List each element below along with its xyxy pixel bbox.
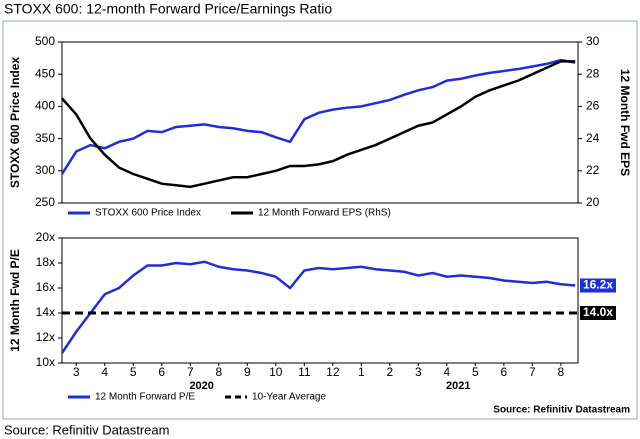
x-tick-label: 6 bbox=[501, 365, 508, 379]
x-tick-label: 3 bbox=[73, 365, 80, 379]
y-tick-label: 350 bbox=[35, 131, 55, 145]
y-tick-label: 500 bbox=[35, 34, 55, 48]
y2-tick-label: 26 bbox=[586, 99, 600, 113]
x-tick-label: 1 bbox=[358, 365, 365, 379]
legend-label: 10-Year Average bbox=[252, 392, 326, 403]
x-tick-label: 9 bbox=[244, 365, 251, 379]
y-tick-label: 400 bbox=[35, 99, 55, 113]
y-tick-label: 18x bbox=[36, 255, 55, 269]
legend-label: 12 Month Forward EPS (RhS) bbox=[258, 208, 391, 219]
y2-tick-label: 30 bbox=[586, 34, 600, 48]
plot-area bbox=[61, 237, 579, 364]
legend-label: STOXX 600 Price Index bbox=[95, 208, 201, 219]
y2-tick-label: 24 bbox=[586, 131, 600, 145]
x-tick-label: 7 bbox=[529, 365, 536, 379]
series-line bbox=[60, 260, 576, 354]
end-label: 14.0x bbox=[583, 305, 613, 319]
y-axis-title: 12 Month Fwd P/E bbox=[8, 249, 22, 352]
end-label: 16.2x bbox=[583, 278, 613, 292]
x-tick-label: 6 bbox=[158, 365, 165, 379]
y-tick-label: 250 bbox=[35, 195, 55, 209]
series-line bbox=[60, 58, 576, 175]
y-tick-label: 300 bbox=[35, 163, 55, 177]
y-tick-label: 14x bbox=[36, 305, 55, 319]
x-tick-label: 5 bbox=[130, 365, 137, 379]
x-tick-label: 4 bbox=[444, 365, 451, 379]
x-group-label: 2021 bbox=[446, 380, 470, 392]
y2-tick-label: 22 bbox=[586, 163, 600, 177]
source: Source: Refinitiv Datastream bbox=[493, 405, 630, 416]
chart-title: STOXX 600: 12-month Forward Price/Earnin… bbox=[4, 1, 332, 17]
frame bbox=[2, 20, 638, 420]
end-label-box bbox=[580, 306, 616, 320]
footer: Source: Refinitiv Datastream bbox=[4, 422, 169, 437]
x-group-label: 2020 bbox=[189, 380, 213, 392]
y-tick-label: 20x bbox=[36, 230, 55, 244]
x-tick-label: 12 bbox=[326, 365, 340, 379]
end-label-box bbox=[580, 278, 616, 293]
x-tick-label: 2 bbox=[387, 365, 394, 379]
y2-tick-label: 20 bbox=[586, 195, 600, 209]
x-tick-label: 7 bbox=[187, 365, 194, 379]
y2-axis-title: 12 Month Fwd EPS bbox=[618, 69, 632, 176]
x-tick-label: 4 bbox=[101, 365, 108, 379]
x-tick-label: 3 bbox=[415, 365, 422, 379]
legend-label: 12 Month Forward P/E bbox=[95, 392, 195, 403]
x-tick-label: 11 bbox=[298, 365, 311, 379]
series-line bbox=[61, 60, 576, 189]
y-tick-label: 12x bbox=[36, 330, 55, 344]
y-tick-label: 16x bbox=[36, 280, 55, 294]
y-axis-title: STOXX 600 Price Index bbox=[8, 57, 22, 189]
y-tick-label: 450 bbox=[35, 66, 55, 80]
x-tick-label: 10 bbox=[269, 365, 283, 379]
y2-tick-label: 28 bbox=[586, 66, 600, 80]
x-tick-label: 8 bbox=[558, 365, 565, 379]
x-tick-label: 5 bbox=[472, 365, 479, 379]
plot-area bbox=[61, 41, 579, 204]
x-tick-label: 8 bbox=[215, 365, 222, 379]
y-tick-label: 10x bbox=[36, 355, 55, 369]
